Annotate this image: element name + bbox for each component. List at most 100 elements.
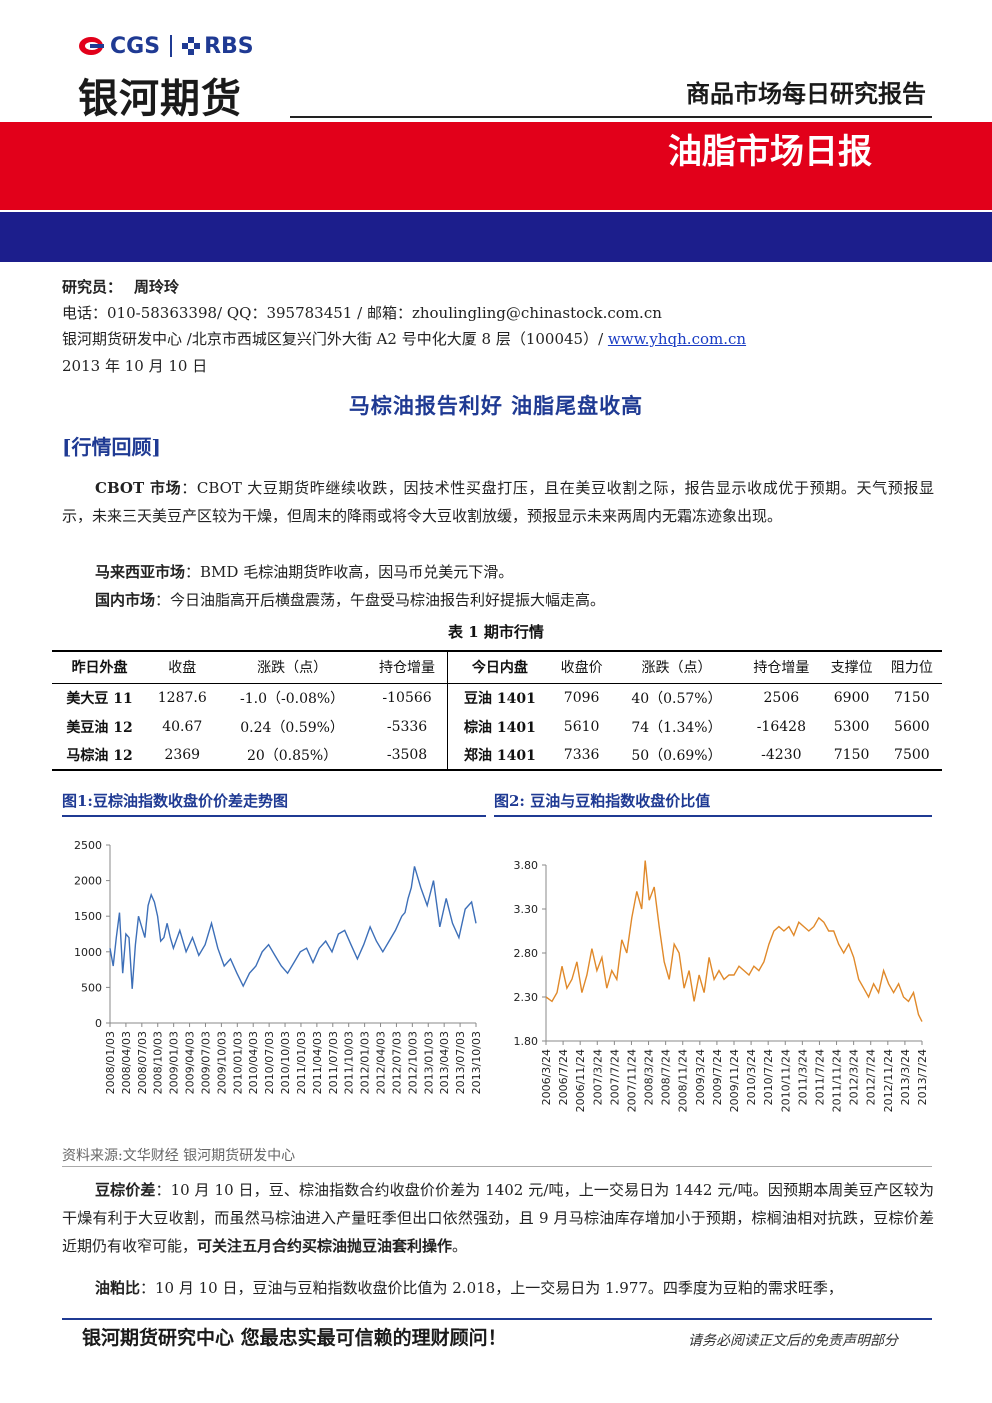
x-tick-label: 2006/11/24 [574, 1049, 587, 1112]
report-date: 2013 年 10 月 10 日 [62, 357, 208, 375]
x-tick-label: 2008/3/24 [643, 1049, 656, 1105]
footer-disclaimer: 请务必阅读正文后的免责声明部分 [688, 1333, 898, 1349]
website-link[interactable]: www.yhqh.com.cn [607, 330, 747, 348]
red-banner [0, 122, 992, 210]
table-cell: -16428 [756, 718, 806, 735]
x-tick-label: 2012/07/03 [390, 1031, 403, 1094]
table-cell: 7150 [821, 741, 882, 771]
x-tick-label: 2008/01/03 [104, 1031, 117, 1094]
header-divider [290, 116, 932, 118]
y-tick-label: 2000 [74, 875, 102, 888]
report-type: 商品市场每日研究报告 [686, 80, 926, 108]
table-cell: 50（0.69%） [611, 741, 742, 771]
footer-divider [62, 1318, 932, 1320]
figure-1-rule [62, 815, 486, 817]
x-tick-label: 2012/7/24 [865, 1049, 878, 1105]
spread-end: 。 [452, 1237, 468, 1255]
table-cell: 7500 [881, 741, 942, 771]
table-header-row: 昨日外盘 收盘 涨跌（点） 持仓增量 今日内盘 收盘价 涨跌（点） 持仓增量 支… [52, 650, 942, 684]
series-line [545, 860, 923, 1022]
x-tick-label: 2009/3/24 [694, 1049, 707, 1105]
table-header: 收盘价 [551, 650, 612, 684]
company-logo: CGS RBS [78, 32, 254, 60]
table-header: 今日内盘 [447, 650, 552, 684]
x-tick-label: 2007/11/24 [625, 1049, 638, 1112]
table-cell: 2369 [147, 741, 218, 771]
figure-2-rule [494, 815, 932, 817]
analyst-name: 周玲玲 [134, 278, 180, 296]
table-cell: 郑油 1401 [447, 741, 552, 771]
table-cell: -3508 [366, 741, 448, 771]
y-tick-label: 1000 [74, 946, 102, 959]
x-tick-label: 2011/04/03 [311, 1031, 324, 1094]
x-tick-label: 2011/07/03 [327, 1031, 340, 1094]
y-tick-label: 2.80 [514, 947, 539, 960]
table-cell: 1287.6 [157, 689, 207, 706]
table-cell: 40（0.57%） [631, 690, 722, 707]
table-cell: 5610 [563, 718, 600, 735]
malaysia-label: 马来西亚市场 [95, 563, 186, 581]
report-headline: 马棕油报告利好 油脂尾盘收高 [348, 393, 644, 418]
x-tick-label: 2011/3/24 [796, 1049, 809, 1105]
logo-text-cgs: CGS [110, 33, 161, 59]
logo-rbs: RBS [182, 34, 254, 59]
logo-chinese-name: 银河期货 [78, 76, 242, 122]
domestic-text: ：今日油脂高开后横盘震荡，午盘受马棕油报告利好提振大幅走高。 [155, 591, 606, 609]
table-cell: 7336 [551, 741, 612, 771]
cbot-text: ：CBOT 大豆期货昨继续收跌，因技术性买盘打压，且在美豆收割之际，报告显示收成… [62, 479, 934, 525]
table-row: 美大豆 11 1287.6 -1.0（-0.08%） -10566 豆油 140… [52, 683, 942, 712]
x-tick-label: 2010/01/03 [231, 1031, 244, 1094]
y-tick-label: 0 [95, 1017, 102, 1030]
table-header: 支撑位 [821, 650, 882, 684]
x-tick-label: 2007/7/24 [608, 1049, 621, 1105]
cbot-label: CBOT 市场 [95, 479, 182, 497]
x-tick-label: 2013/07/03 [454, 1031, 467, 1094]
spread-recommendation: 可关注五月合约买棕油抛豆油套利操作 [197, 1237, 453, 1255]
x-tick-label: 2009/04/03 [184, 1031, 197, 1094]
data-source: 资料来源:文华财经 银河期货研发中心 [62, 1148, 296, 1164]
table-cell: 5300 [833, 718, 870, 735]
table-header: 持仓增量 [741, 650, 822, 684]
x-tick-label: 2011/11/24 [831, 1049, 844, 1112]
footer-slogan: 银河期货研究中心 您最忠实最可信赖的理财顾问！ [82, 1327, 507, 1349]
rbs-logo-icon [182, 37, 201, 55]
x-tick-label: 2011/7/24 [813, 1049, 826, 1105]
x-tick-label: 2013/10/03 [470, 1031, 483, 1094]
x-tick-label: 2009/01/03 [168, 1031, 181, 1094]
cgs-logo-icon [79, 37, 104, 55]
x-tick-label: 2012/10/03 [406, 1031, 419, 1094]
table-cell: 马棕油 12 [52, 741, 148, 771]
table-row: 美豆油 12 40.67 0.24（0.59%） -5336 棕油 1401 5… [52, 712, 942, 741]
x-tick-label: 2008/7/24 [660, 1049, 673, 1105]
x-tick-label: 2010/3/24 [745, 1049, 758, 1105]
source-divider [62, 1166, 932, 1167]
table-cell: 40.67 [162, 718, 203, 735]
y-tick-label: 2.30 [514, 991, 539, 1004]
table-cell: -10566 [382, 689, 432, 706]
x-tick-label: 2008/07/03 [136, 1031, 149, 1094]
x-tick-label: 2013/7/24 [916, 1049, 929, 1105]
figure-1-title: 图1:豆棕油指数收盘价价差走势图 [62, 792, 288, 810]
y-tick-label: 3.30 [514, 903, 539, 916]
y-tick-label: 2500 [74, 839, 102, 852]
table-cell: 棕油 1401 [447, 712, 552, 741]
x-tick-label: 2010/11/24 [779, 1049, 792, 1112]
ratio-line-chart: 1.80 2.30 2.80 3.30 3.80 2006/3/24 2006/7/24 20… [514, 859, 930, 1112]
address-text: 银河期货研发中心 /北京市西城区复兴门外大街 A2 号中化大厦 8 层（1000… [62, 330, 608, 348]
x-tick-label: 2008/11/24 [677, 1049, 690, 1112]
x-tick-label: 2013/01/03 [422, 1031, 435, 1094]
table-cell: 美大豆 11 [66, 690, 133, 707]
x-tick-label: 2011/10/03 [343, 1031, 356, 1094]
report-title-banner: 油脂市场日报 [668, 132, 872, 172]
table-cell: -1.0（-0.08%） [239, 690, 345, 707]
table-cell: 20（0.85%） [217, 741, 367, 771]
x-tick-label: 2009/07/03 [199, 1031, 212, 1094]
x-tick-label: 2013/04/03 [438, 1031, 451, 1094]
logo-text-rbs: RBS [204, 33, 254, 59]
x-tick-label: 2012/04/03 [375, 1031, 388, 1094]
x-tick-label: 2008/04/03 [120, 1031, 133, 1094]
table-cell: 7150 [894, 689, 930, 706]
domestic-label: 国内市场 [95, 591, 156, 609]
table-cell: -4230 [741, 741, 822, 771]
x-tick-label: 2010/07/03 [263, 1031, 276, 1094]
